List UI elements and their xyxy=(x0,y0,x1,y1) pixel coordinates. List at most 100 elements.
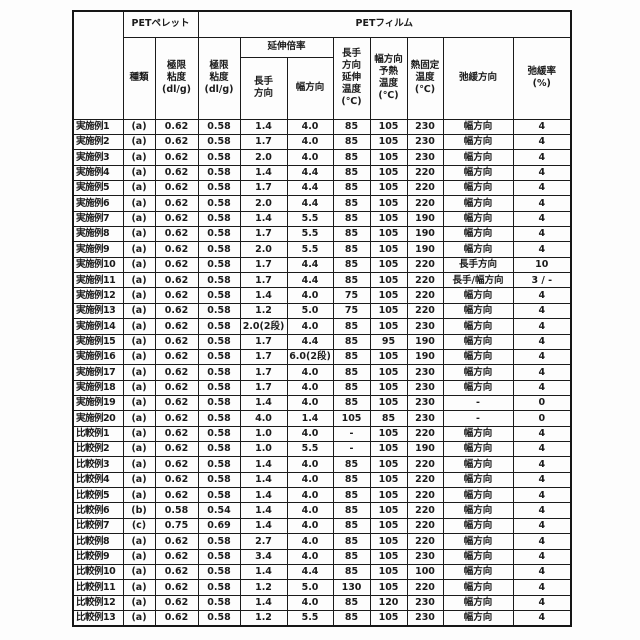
data-cell: 1.7 xyxy=(239,364,288,381)
data-cell: 0.58 xyxy=(197,364,241,381)
data-cell: 0.62 xyxy=(154,241,199,258)
data-cell: 0.62 xyxy=(154,149,199,166)
row-label: 実施例9 xyxy=(72,241,124,258)
data-cell: 230 xyxy=(406,379,444,396)
data-cell: (a) xyxy=(122,302,156,320)
data-cell: 220 xyxy=(406,502,444,519)
data-cell: (a) xyxy=(122,548,156,565)
table-row: 比較例12 (a) 0.62 0.58 1.4 4.0 85 120 230 幅方向 4 xyxy=(72,594,572,612)
data-cell: 幅方向 xyxy=(442,287,514,304)
data-cell: 0.62 xyxy=(154,318,199,335)
data-cell: 105 xyxy=(369,302,408,320)
data-cell: (a) xyxy=(122,164,156,181)
data-cell: 0.58 xyxy=(197,133,241,151)
data-cell: (a) xyxy=(122,256,156,274)
data-cell: 0.58 xyxy=(197,272,241,289)
data-cell: 1.4 xyxy=(239,118,288,135)
data-cell: 2.7 xyxy=(239,533,288,550)
row-label: 実施例10 xyxy=(72,256,124,274)
data-cell: (a) xyxy=(122,579,156,596)
data-cell: 105 xyxy=(369,548,408,565)
data-cell: 4.0 xyxy=(286,471,334,489)
header-row-sub: 長手 方向 幅方向 xyxy=(73,56,571,120)
data-cell: 220 xyxy=(406,287,444,304)
data-cell: 幅方向 xyxy=(442,533,514,550)
data-cell: 85 xyxy=(332,318,371,335)
data-cell: 4 xyxy=(512,425,572,443)
table-row: 実施例15 (a) 0.62 0.58 1.7 4.4 85 95 190 幅方向 4 xyxy=(72,333,572,350)
table-row: 比較例4 (a) 0.62 0.58 1.4 4.0 85 105 220 幅方向 4 xyxy=(72,471,572,489)
data-cell: 0.62 xyxy=(154,410,199,427)
data-cell: 85 xyxy=(332,471,371,489)
data-cell: 4 xyxy=(512,195,572,212)
data-cell: 85 xyxy=(369,410,408,427)
data-cell: 4 xyxy=(512,471,572,489)
data-cell: (a) xyxy=(122,272,156,289)
header-relax-direction: 弛緩方向 xyxy=(442,36,514,120)
data-cell: 0.69 xyxy=(197,517,241,535)
data-cell: 105 xyxy=(369,425,408,443)
row-label: 実施例1 xyxy=(72,118,124,135)
data-cell: 85 xyxy=(332,456,371,473)
data-cell: 0.58 xyxy=(197,210,241,228)
table-row: 実施例12 (a) 0.62 0.58 1.4 4.0 75 105 220 幅方向 4 xyxy=(72,287,572,304)
data-cell: 0.62 xyxy=(154,548,199,565)
table-body: 実施例1 (a) 0.62 0.58 1.4 4.0 85 105 230 幅方向 4 実施例2 (a)… xyxy=(72,118,572,627)
data-cell: 幅方向 xyxy=(442,487,514,504)
data-cell: 0.62 xyxy=(154,594,199,612)
data-cell: 1.7 xyxy=(239,272,288,289)
data-cell: 0.58 xyxy=(197,348,241,366)
table-row: 実施例11 (a) 0.62 0.58 1.7 4.4 85 105 220 長手/幅方向 3 / … xyxy=(72,272,572,289)
data-cell: 0.58 xyxy=(197,149,241,166)
data-cell: 1.4 xyxy=(239,456,288,473)
data-cell: 1.7 xyxy=(239,133,288,151)
data-cell: 0.62 xyxy=(154,441,199,458)
data-cell: 4 xyxy=(512,456,572,473)
row-label: 比較例3 xyxy=(72,456,124,473)
data-cell: 105 xyxy=(369,379,408,396)
table-row: 実施例17 (a) 0.62 0.58 1.7 4.0 85 105 230 幅方向 4 xyxy=(72,364,572,381)
row-label: 実施例4 xyxy=(72,164,124,181)
data-cell: 4.0 xyxy=(286,533,334,550)
data-cell: - xyxy=(442,394,514,412)
data-cell: 幅方向 xyxy=(442,164,514,181)
data-cell: 長手/幅方向 xyxy=(442,272,514,289)
data-cell: (a) xyxy=(122,149,156,166)
data-cell: (a) xyxy=(122,394,156,412)
data-cell: (a) xyxy=(122,195,156,212)
row-label: 比較例6 xyxy=(72,502,124,519)
row-label: 実施例20 xyxy=(72,410,124,427)
data-cell: 長手方向 xyxy=(442,256,514,274)
data-cell: 85 xyxy=(332,272,371,289)
data-cell: 幅方向 xyxy=(442,318,514,335)
row-label: 実施例12 xyxy=(72,287,124,304)
data-cell: 6.0(2段) xyxy=(286,348,334,366)
data-cell: 0.58 xyxy=(197,579,241,596)
data-cell: 85 xyxy=(332,210,371,228)
table-row: 実施例5 (a) 0.62 0.58 1.7 4.4 85 105 220 幅方向 4 xyxy=(72,179,572,197)
data-cell: 0.62 xyxy=(154,579,199,596)
data-cell: 0.58 xyxy=(197,333,241,350)
data-cell: (a) xyxy=(122,471,156,489)
data-cell: 0.58 xyxy=(197,425,241,443)
data-cell: 2.0 xyxy=(239,149,288,166)
row-label: 実施例16 xyxy=(72,348,124,366)
table-row: 実施例7 (a) 0.62 0.58 1.4 5.5 85 105 190 幅方向 4 xyxy=(72,210,572,228)
data-cell: 幅方向 xyxy=(442,149,514,166)
data-cell: 1.7 xyxy=(239,333,288,350)
table-row: 実施例1 (a) 0.62 0.58 1.4 4.0 85 105 230 幅方向 4 xyxy=(72,118,572,135)
data-cell: 0.58 xyxy=(197,441,241,458)
data-cell: 幅方向 xyxy=(442,302,514,320)
data-cell: 85 xyxy=(332,502,371,519)
data-cell: (a) xyxy=(122,287,156,304)
data-cell: 幅方向 xyxy=(442,118,514,135)
data-cell: 5.0 xyxy=(286,579,334,596)
row-label: 実施例7 xyxy=(72,210,124,228)
data-cell: 220 xyxy=(406,471,444,489)
data-cell: 95 xyxy=(369,333,408,350)
table-row: 比較例13 (a) 0.62 0.58 1.2 5.5 85 105 230 幅方向 4 xyxy=(72,609,572,627)
data-cell: 4.0 xyxy=(286,425,334,443)
header-md-stretch-temp: 長手 方向 延伸 温度 (℃) xyxy=(332,36,371,120)
data-cell: 190 xyxy=(406,441,444,458)
